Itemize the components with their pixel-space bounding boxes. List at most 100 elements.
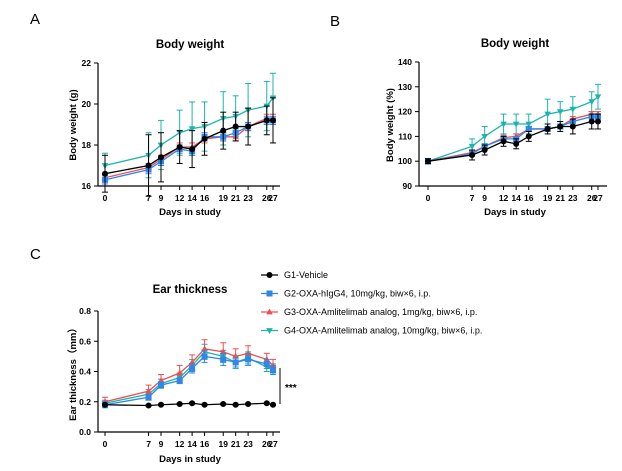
legend-item-g4: G4-OXA-Amlitelimab analog, 10mg/kg, biw×… (261, 326, 482, 336)
data-point (232, 359, 239, 366)
x-tick-label: 14 (511, 193, 521, 203)
x-tick-label: 0 (103, 193, 108, 203)
x-tick-label: 12 (499, 193, 509, 203)
data-point (500, 121, 507, 128)
x-tick-label: 21 (555, 193, 565, 203)
data-point (425, 158, 431, 165)
data-point (176, 144, 183, 151)
data-point (588, 99, 596, 106)
y-axis-label: Body weight (g) (68, 89, 79, 160)
data-point (594, 94, 602, 101)
y-tick-label: 0.8 (79, 306, 91, 316)
legend-marker (266, 328, 273, 334)
y-tick-label: 22 (82, 58, 92, 68)
y-tick-label: 120 (398, 107, 412, 117)
data-point (245, 356, 252, 363)
data-point (569, 123, 576, 130)
data-point (245, 401, 252, 408)
series-g1 (102, 400, 276, 409)
data-point (158, 382, 164, 389)
x-tick-label: 26 (262, 439, 272, 449)
data-point (102, 170, 108, 177)
data-point (219, 348, 227, 355)
data-point (176, 377, 183, 384)
legend-marker (266, 290, 273, 297)
data-point (145, 394, 152, 401)
series-g2 (102, 349, 276, 409)
x-tick-label: 19 (543, 193, 553, 203)
data-point (201, 401, 208, 408)
x-tick-label: 7 (470, 193, 475, 203)
x-tick-label: 0 (426, 193, 431, 203)
data-point (189, 365, 196, 372)
data-point (481, 147, 488, 154)
x-tick-label: 19 (218, 193, 228, 203)
data-point (468, 143, 476, 150)
panel-letter-b: B (330, 13, 340, 30)
y-tick-label: 0.6 (79, 336, 91, 346)
x-tick-label: 23 (243, 193, 253, 203)
x-tick-label: 23 (568, 193, 578, 203)
x-tick-label: 12 (175, 193, 185, 203)
y-tick-label: 100 (398, 156, 412, 166)
data-point (157, 377, 165, 383)
data-point (102, 401, 108, 408)
panel-letter-a: A (30, 11, 40, 28)
data-point (544, 111, 551, 118)
data-point (232, 401, 239, 408)
y-axis-label: Ear thickness（mm） (67, 323, 79, 421)
legend-item-g2: G2-OXA-hIgG4, 10mg/kg, biw×6, i.p. (261, 289, 431, 299)
x-tick-label: 0 (103, 439, 108, 449)
data-point (201, 345, 208, 352)
data-point (263, 355, 271, 362)
data-point (188, 126, 196, 133)
x-tick-label: 16 (200, 439, 210, 449)
data-point (569, 106, 577, 113)
data-point (189, 400, 196, 407)
data-point (525, 133, 532, 140)
x-tick-label: 19 (218, 439, 228, 449)
data-point (158, 401, 164, 408)
legend-label: G2-OXA-hIgG4, 10mg/kg, biw×6, i.p. (284, 289, 431, 299)
chart-title: Body weight (481, 38, 550, 50)
x-tick-label: 21 (231, 439, 241, 449)
x-axis-label: Days in study (159, 207, 221, 218)
x-tick-label: 12 (175, 439, 185, 449)
x-tick-label: 14 (187, 439, 197, 449)
series-g2 (425, 113, 601, 165)
data-point (270, 366, 276, 373)
data-point (188, 358, 196, 365)
data-point (557, 123, 564, 130)
data-point (525, 121, 533, 128)
y-tick-label: 0.2 (79, 397, 91, 407)
series-g3 (101, 339, 277, 407)
data-point (245, 123, 252, 130)
data-point (220, 356, 227, 363)
data-point (220, 401, 227, 408)
y-tick-label: 110 (398, 131, 412, 141)
x-tick-label: 26 (587, 193, 597, 203)
data-point (263, 400, 270, 407)
data-point (513, 140, 520, 147)
data-point (500, 138, 507, 145)
series-g1 (102, 97, 276, 197)
chart-title: Ear thickness (153, 284, 228, 296)
x-tick-label: 14 (187, 193, 197, 203)
data-point (232, 123, 239, 130)
data-point (145, 402, 152, 409)
x-tick-label: 9 (482, 193, 487, 203)
series-g1 (425, 113, 601, 165)
data-point (232, 352, 239, 359)
data-point (189, 146, 196, 153)
data-point (544, 125, 551, 132)
legend-label: G4-OXA-Amlitelimab analog, 10mg/kg, biw×… (284, 326, 482, 336)
x-tick-label: 16 (524, 193, 534, 203)
legend-item-g3: G3-OXA-Amlitelimab analog, 1mg/kg, biw×6… (261, 307, 477, 317)
y-tick-label: 130 (398, 82, 412, 92)
ear-thickness-chart: Ear thickness Ear thickness（mm） Days in … (67, 284, 297, 465)
legend-item-g1: G1-Vehicle (261, 270, 328, 280)
data-point (263, 117, 270, 124)
data-point (145, 387, 152, 394)
